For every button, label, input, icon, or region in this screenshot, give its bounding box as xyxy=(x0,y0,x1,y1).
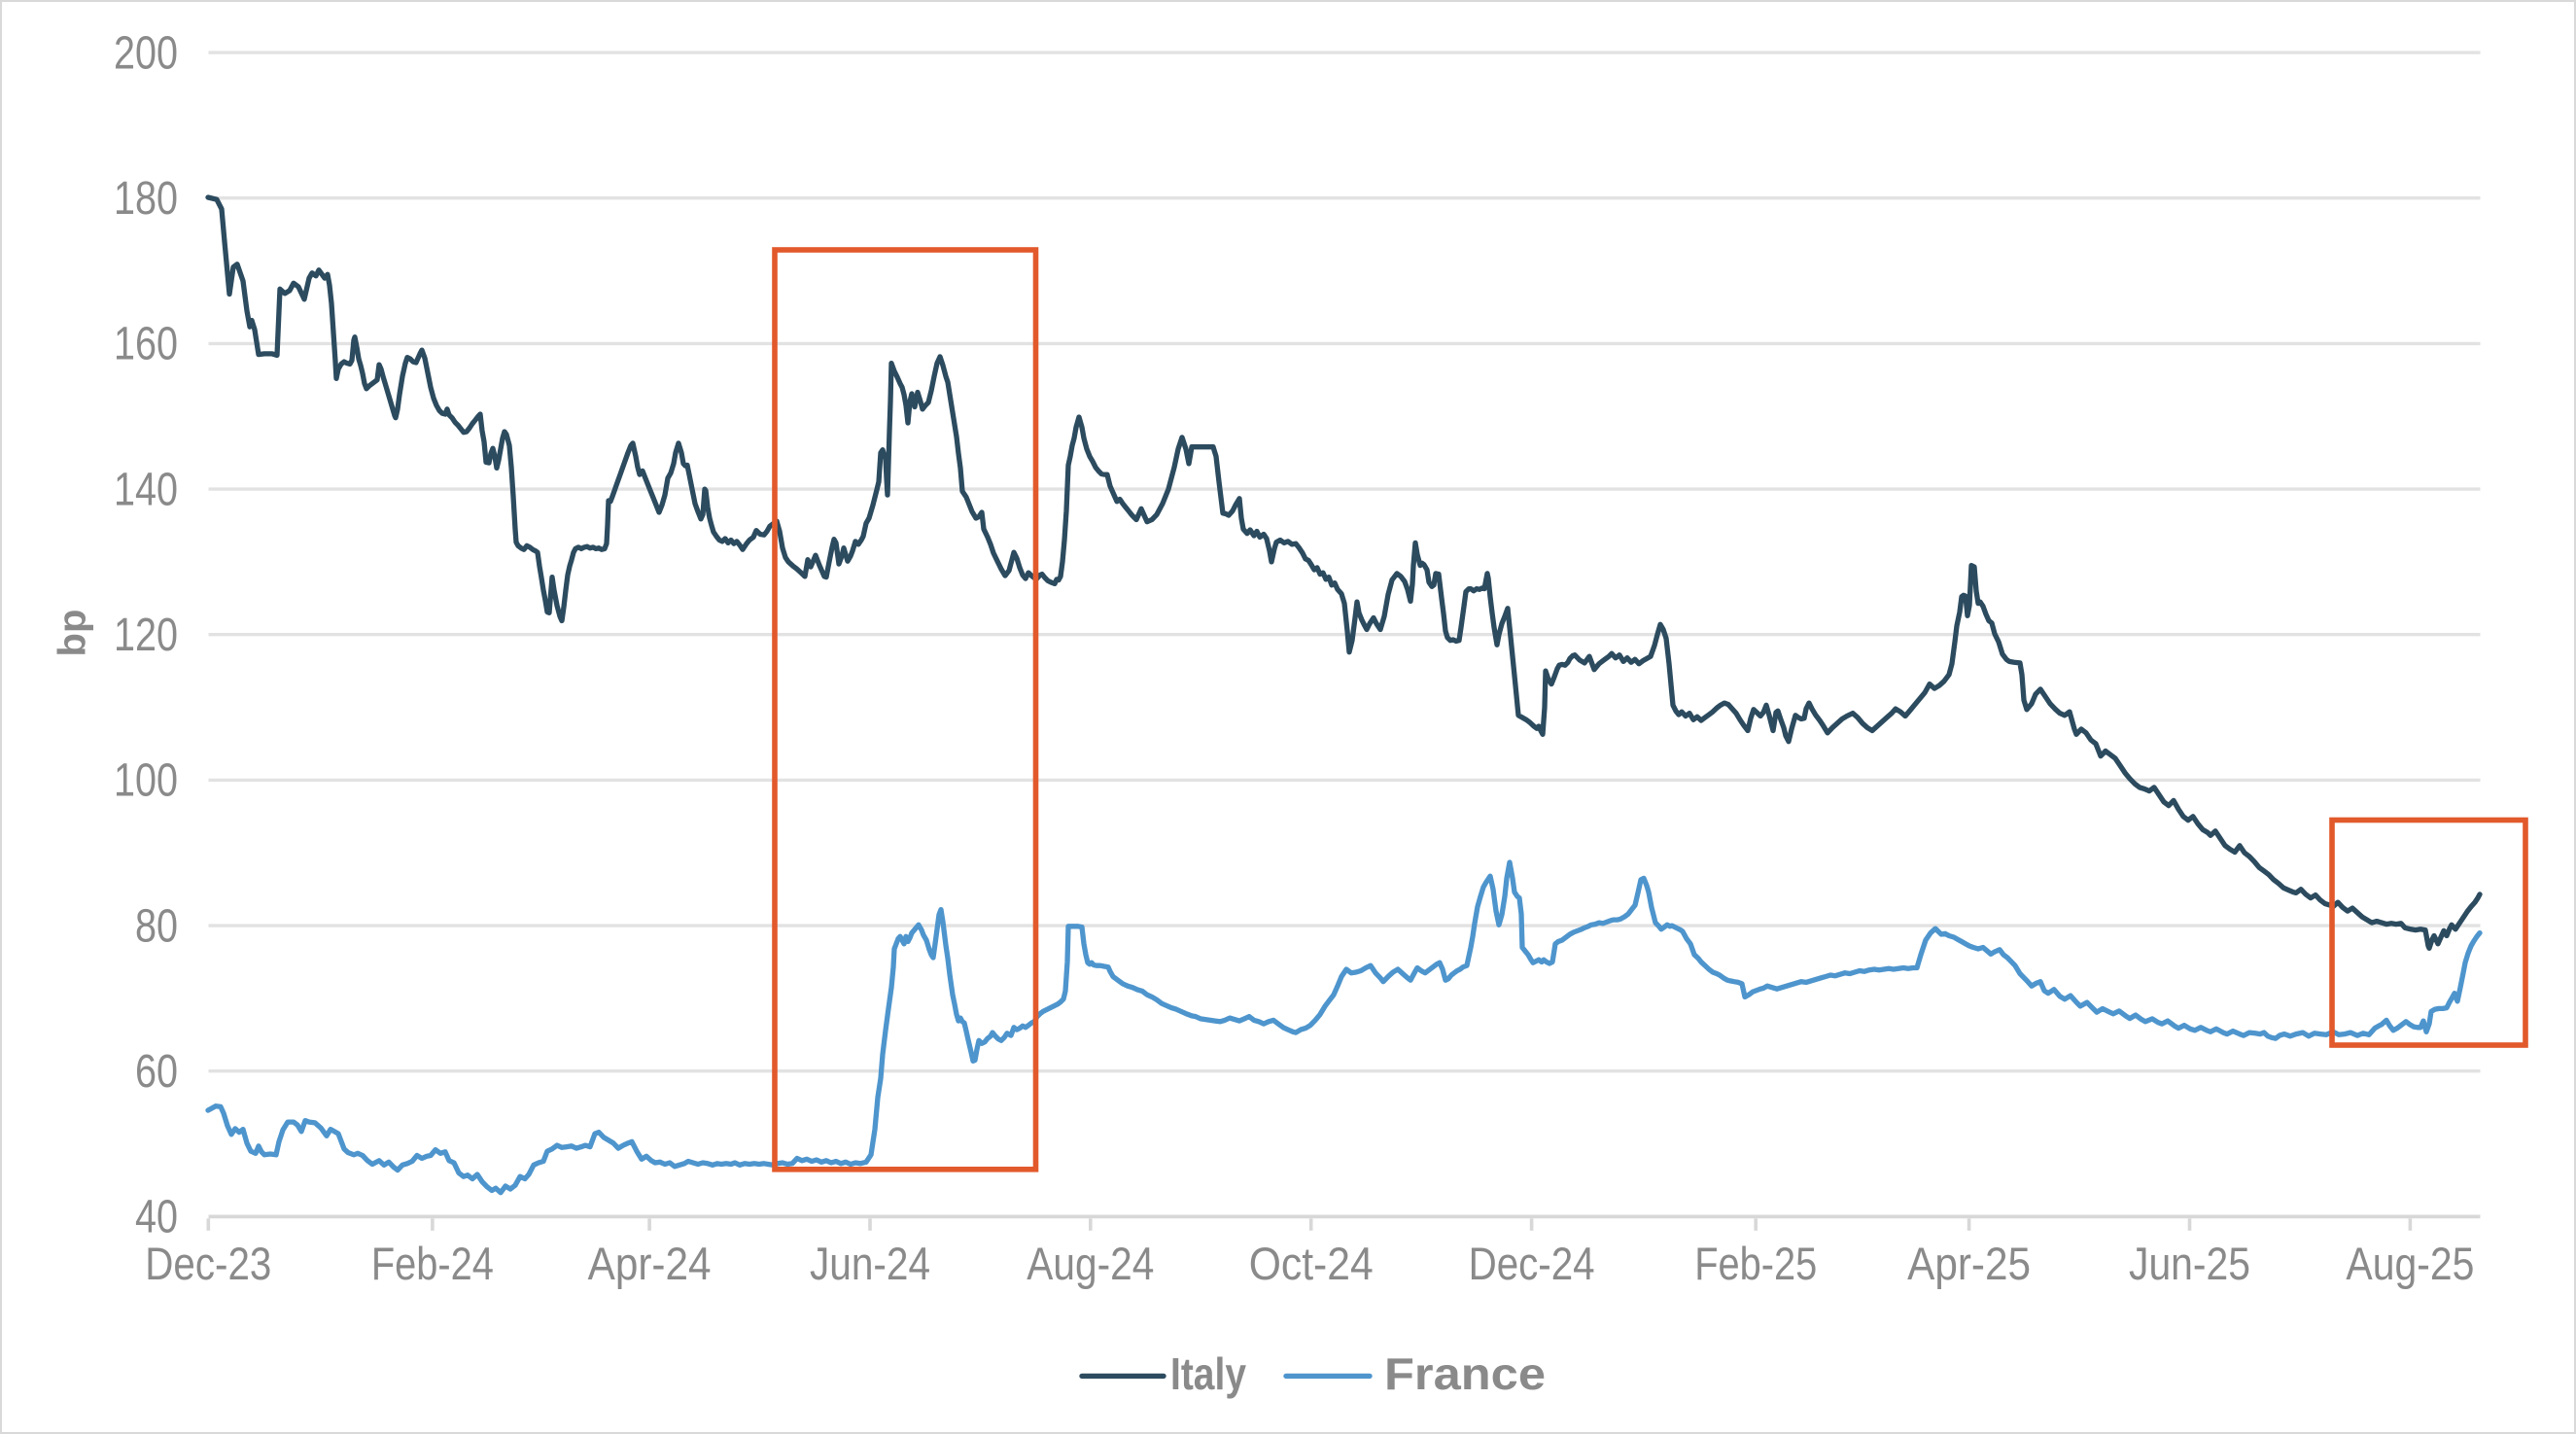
svg-text:200: 200 xyxy=(114,27,178,79)
svg-text:Jun-24: Jun-24 xyxy=(810,1238,930,1289)
svg-text:140: 140 xyxy=(114,464,178,515)
svg-text:180: 180 xyxy=(114,173,178,225)
svg-text:Dec-24: Dec-24 xyxy=(1469,1238,1595,1289)
svg-text:Oct-24: Oct-24 xyxy=(1249,1238,1374,1289)
svg-text:bp: bp xyxy=(51,610,93,657)
svg-text:40: 40 xyxy=(135,1192,178,1243)
svg-text:Jun-25: Jun-25 xyxy=(2129,1238,2250,1289)
svg-text:Aug-24: Aug-24 xyxy=(1027,1238,1154,1289)
svg-text:Dec-23: Dec-23 xyxy=(145,1238,271,1289)
svg-text:France: France xyxy=(1384,1348,1546,1399)
svg-text:Apr-25: Apr-25 xyxy=(1907,1238,2031,1289)
svg-text:Apr-24: Apr-24 xyxy=(588,1238,712,1289)
svg-text:120: 120 xyxy=(114,610,178,661)
svg-text:Aug-25: Aug-25 xyxy=(2346,1238,2474,1289)
svg-text:Feb-24: Feb-24 xyxy=(371,1238,494,1289)
svg-text:160: 160 xyxy=(114,319,178,370)
svg-text:60: 60 xyxy=(135,1046,178,1098)
svg-text:Feb-25: Feb-25 xyxy=(1694,1238,1817,1289)
svg-text:100: 100 xyxy=(114,755,178,807)
svg-text:80: 80 xyxy=(135,900,178,952)
svg-text:Italy: Italy xyxy=(1170,1348,1246,1399)
